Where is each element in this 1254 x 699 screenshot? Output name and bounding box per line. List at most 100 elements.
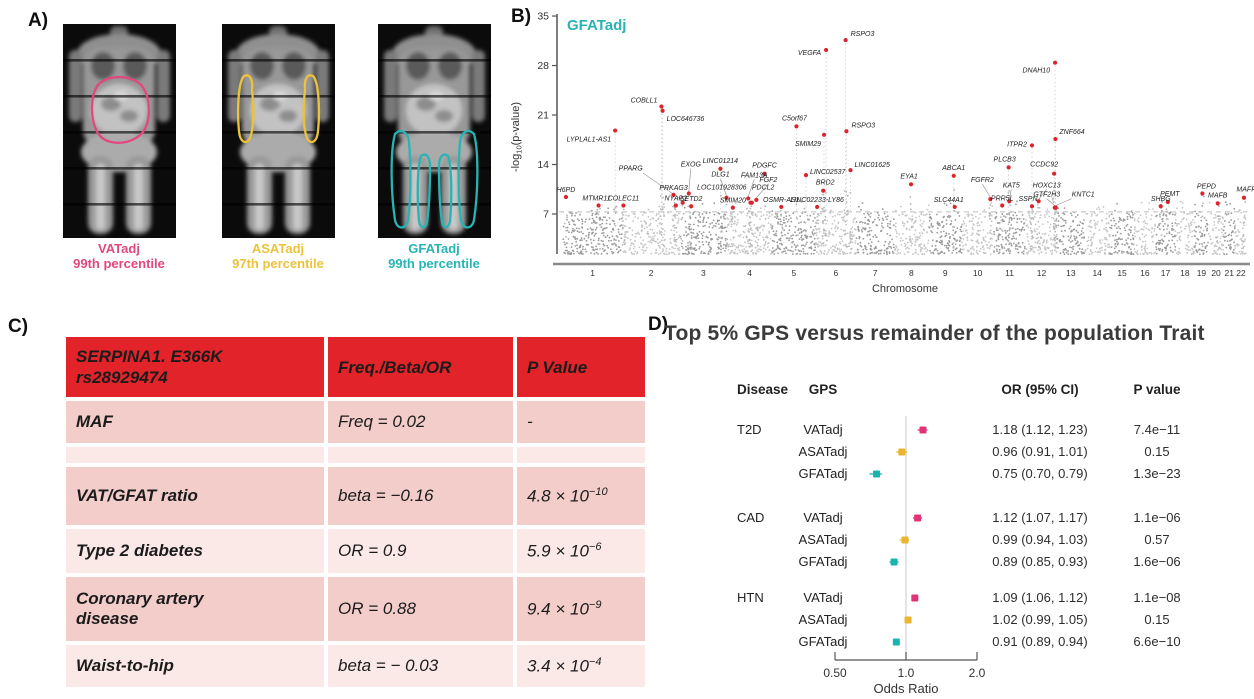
gene-label: PRKAG3 <box>659 185 688 192</box>
chromosome-tick-label: 10 <box>973 268 983 278</box>
y-tick-label: 35 <box>537 11 549 23</box>
vat-outline <box>90 75 151 144</box>
chromosome-tick-label: 21 <box>1225 268 1235 278</box>
gwas-point <box>1036 199 1041 204</box>
chromosome-tick-label: 8 <box>909 268 914 278</box>
gene-label: CCDC92 <box>1030 162 1058 169</box>
table-cell: MAF <box>66 401 324 443</box>
gwas-point <box>1158 204 1163 209</box>
gene-label: FAM13A <box>741 172 768 179</box>
x-axis-label: Odds Ratio <box>873 681 938 696</box>
gene-label: COLEC11 <box>608 196 639 203</box>
odds-ratio-point <box>873 470 881 478</box>
gwas-point <box>823 47 829 53</box>
gene-labels: H6PD MTMR11 LYPLAL1-AS1 COLEC11 NYAP2 COBLL1 L… <box>557 31 1254 205</box>
table-cell: Freq = 0.02 <box>328 401 513 443</box>
scan-percentile: 99th percentile <box>73 256 165 271</box>
gwas-point <box>1053 205 1058 210</box>
table-cell: VAT/GFAT ratio <box>66 467 324 525</box>
gwas-point <box>1241 195 1247 200</box>
gwas-point <box>689 204 694 209</box>
gene-label: PLCB3 <box>994 156 1016 163</box>
table-cell: 9.4 × 10−9 <box>517 577 645 641</box>
gene-label: SETD2 <box>680 196 703 203</box>
gene-label: SHBG <box>1151 196 1171 203</box>
or-ci-value: 1.09 (1.06, 1.12) <box>992 590 1087 605</box>
or-ci-value: 0.89 (0.85, 0.93) <box>992 554 1087 569</box>
mri-scan-gfat <box>378 24 491 238</box>
gwas-point <box>613 128 618 133</box>
gene-label: ZNF664 <box>1058 129 1084 136</box>
gfat-outline-outer-left <box>390 130 412 229</box>
gene-label: SSPN <box>1018 196 1038 203</box>
chromosome-tick-label: 5 <box>791 268 796 278</box>
scan-caption-asat: ASATadj 97th percentile <box>203 241 353 271</box>
gene-label: LYPLAL1-AS1 <box>567 137 612 144</box>
or-ci-value: 1.18 (1.12, 1.23) <box>992 422 1087 437</box>
chromosome-tick-label: 2 <box>649 268 654 278</box>
or-ci-value: 0.91 (0.89, 0.94) <box>992 634 1087 649</box>
table-row: Coronary artery disease OR = 0.88 9.4 × 10… <box>66 577 645 641</box>
odds-ratio-point <box>890 558 898 566</box>
chromosome-tick-label: 12 <box>1037 268 1047 278</box>
gene-label: PPARG <box>619 166 644 173</box>
gene-label: GTF2H3 <box>1033 192 1060 199</box>
gps-label: VATadj <box>803 510 842 525</box>
odds-ratio-point <box>904 616 912 624</box>
gene-label: DNAH10 <box>1022 68 1050 75</box>
table-cell: 5.9 × 10−6 <box>517 529 645 573</box>
gwas-point <box>1006 165 1011 170</box>
table-header-row: SERPINA1. E366K rs28929474 Freq./Beta/OR P… <box>66 337 645 397</box>
chromosome-tick-label: 4 <box>747 268 752 278</box>
p-value: 1.6e−06 <box>1133 554 1180 569</box>
gps-label: ASATadj <box>799 612 848 627</box>
mri-slab-lines <box>378 59 491 206</box>
chromosome-tick-label: 22 <box>1236 268 1246 278</box>
gwas-point <box>746 196 751 201</box>
table-header-cell: Freq./Beta/OR <box>328 337 513 397</box>
gwas-point <box>779 204 784 210</box>
or-ci-value: 1.02 (0.99, 1.05) <box>992 612 1087 627</box>
x-axis-label: Chromosome <box>872 283 938 295</box>
table-cell: OR = 0.88 <box>328 577 513 641</box>
gene-label: HOXC13 <box>1033 182 1061 189</box>
mri-slab-lines <box>222 59 335 206</box>
manhattan-title: GFATadj <box>567 17 626 34</box>
gwas-point <box>815 204 820 210</box>
table-cell: beta = − 0.03 <box>328 645 513 687</box>
gene-label: PDCL2 <box>752 185 775 192</box>
mri-scan-asat-image <box>222 24 335 238</box>
gene-label: KAT5 <box>1003 182 1020 189</box>
gwas-point <box>754 197 759 202</box>
scan-caption-gfat: GFATadj 99th percentile <box>359 241 509 271</box>
table-cell: OR = 0.9 <box>328 529 513 573</box>
gene-label: PEMT <box>1160 191 1180 198</box>
y-axis-label: -log10(p-value) <box>510 102 524 172</box>
table-cell <box>328 447 513 463</box>
odds-ratio-point <box>898 448 906 456</box>
gene-label: DLG1 <box>711 172 729 179</box>
gene-label: COBLL1 <box>631 98 658 105</box>
gene-label: ITPR2 <box>1007 141 1027 148</box>
gps-label: VATadj <box>803 422 842 437</box>
gwas-point <box>671 192 676 198</box>
asat-outline-left <box>236 74 255 144</box>
gene-label: MAFB <box>1208 192 1228 199</box>
gene-label: LINC01214 <box>703 158 739 165</box>
gwas-point <box>843 37 848 43</box>
gene-label: LOC101928306 <box>697 185 747 192</box>
table-row: Type 2 diabetes OR = 0.9 5.9 × 10−6 <box>66 529 645 573</box>
gfat-outline-outer-right <box>457 130 479 229</box>
panel-a-label: A) <box>28 10 49 31</box>
p-value: 0.15 <box>1144 444 1169 459</box>
mri-scan-gfat-image <box>378 24 491 238</box>
x-tick-label: 0.50 <box>823 666 847 680</box>
or-ci-value: 0.96 (0.91, 1.01) <box>992 444 1087 459</box>
table-row: VAT/GFAT ratio beta = −0.16 4.8 × 10−10 <box>66 467 645 525</box>
or-ci-value: 0.75 (0.70, 0.79) <box>992 466 1087 481</box>
forest-plot-title: Top 5% GPS versus remainder of the popul… <box>664 322 1205 345</box>
gene-label: FGFR2 <box>971 177 994 184</box>
gene-label: PRR5L <box>991 196 1014 203</box>
gene-label: LINC02537 <box>810 169 847 176</box>
chromosome-tick-label: 16 <box>1140 268 1150 278</box>
